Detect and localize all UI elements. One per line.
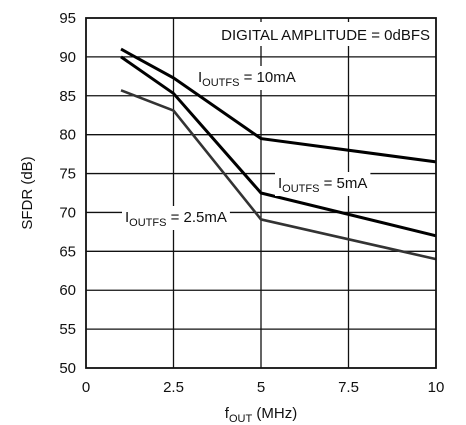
series-label-sub: OUTFS: [282, 183, 319, 195]
series-label-sub: OUTFS: [202, 77, 239, 89]
series-label-5mA: IOUTFS = 5mA: [278, 175, 367, 195]
series-label-main: I: [278, 175, 282, 192]
y-tick-label: 70: [59, 204, 76, 221]
x-tick-label: 10: [428, 379, 445, 396]
series-line-5mA: [120, 55, 437, 238]
series-label-10mA: IOUTFS = 10mA: [198, 69, 296, 89]
grid-layer: [86, 18, 436, 368]
series-line-2.5mA: [120, 89, 437, 261]
series-label-rest: = 10mA: [239, 69, 295, 86]
y-tick-label: 50: [59, 360, 76, 377]
x-tick-label: 5: [257, 379, 265, 396]
series-label-main: I: [125, 209, 129, 226]
series-line-10mA: [120, 47, 437, 164]
x-tick-label: 2.5: [163, 379, 184, 396]
plot-frame: [85, 17, 437, 369]
y-tick-label: 75: [59, 166, 76, 183]
series-label-background: [122, 206, 230, 230]
annotation-background: [200, 22, 434, 46]
digital-amplitude-annotation: DIGITAL AMPLITUDE = 0dBFS: [221, 27, 430, 44]
series-label-background: [195, 66, 299, 90]
y-tick-label: 55: [59, 321, 76, 338]
series-label-main: I: [198, 69, 202, 86]
y-tick-label: 95: [59, 10, 76, 27]
x-axis-title: fOUT (MHz): [225, 405, 297, 425]
x-tick-label: 7.5: [338, 379, 359, 396]
x-tick-label: 0: [82, 379, 90, 396]
series-label-background: [275, 172, 371, 196]
series-label-2.5mA: IOUTFS = 2.5mA: [125, 209, 227, 229]
series-label-rest: = 5mA: [319, 175, 367, 192]
tick-labels: 50 55 60 65 70 75 80 85 90 95 0 2.5 5 7.5 10: [59, 10, 444, 396]
x-axis-title-rest: (MHz): [252, 405, 297, 422]
x-axis-title-sub: OUT: [229, 413, 253, 425]
y-tick-label: 80: [59, 127, 76, 144]
series-layer: [120, 47, 437, 261]
y-tick-label: 90: [59, 49, 76, 66]
y-tick-label: 60: [59, 282, 76, 299]
series-label-sub: OUTFS: [129, 217, 166, 229]
y-tick-label: 85: [59, 88, 76, 105]
series-label-rest: = 2.5mA: [166, 209, 226, 226]
y-axis-title: SFDR (dB): [19, 156, 36, 229]
x-axis-title-main: f: [225, 405, 230, 422]
y-tick-label: 65: [59, 243, 76, 260]
